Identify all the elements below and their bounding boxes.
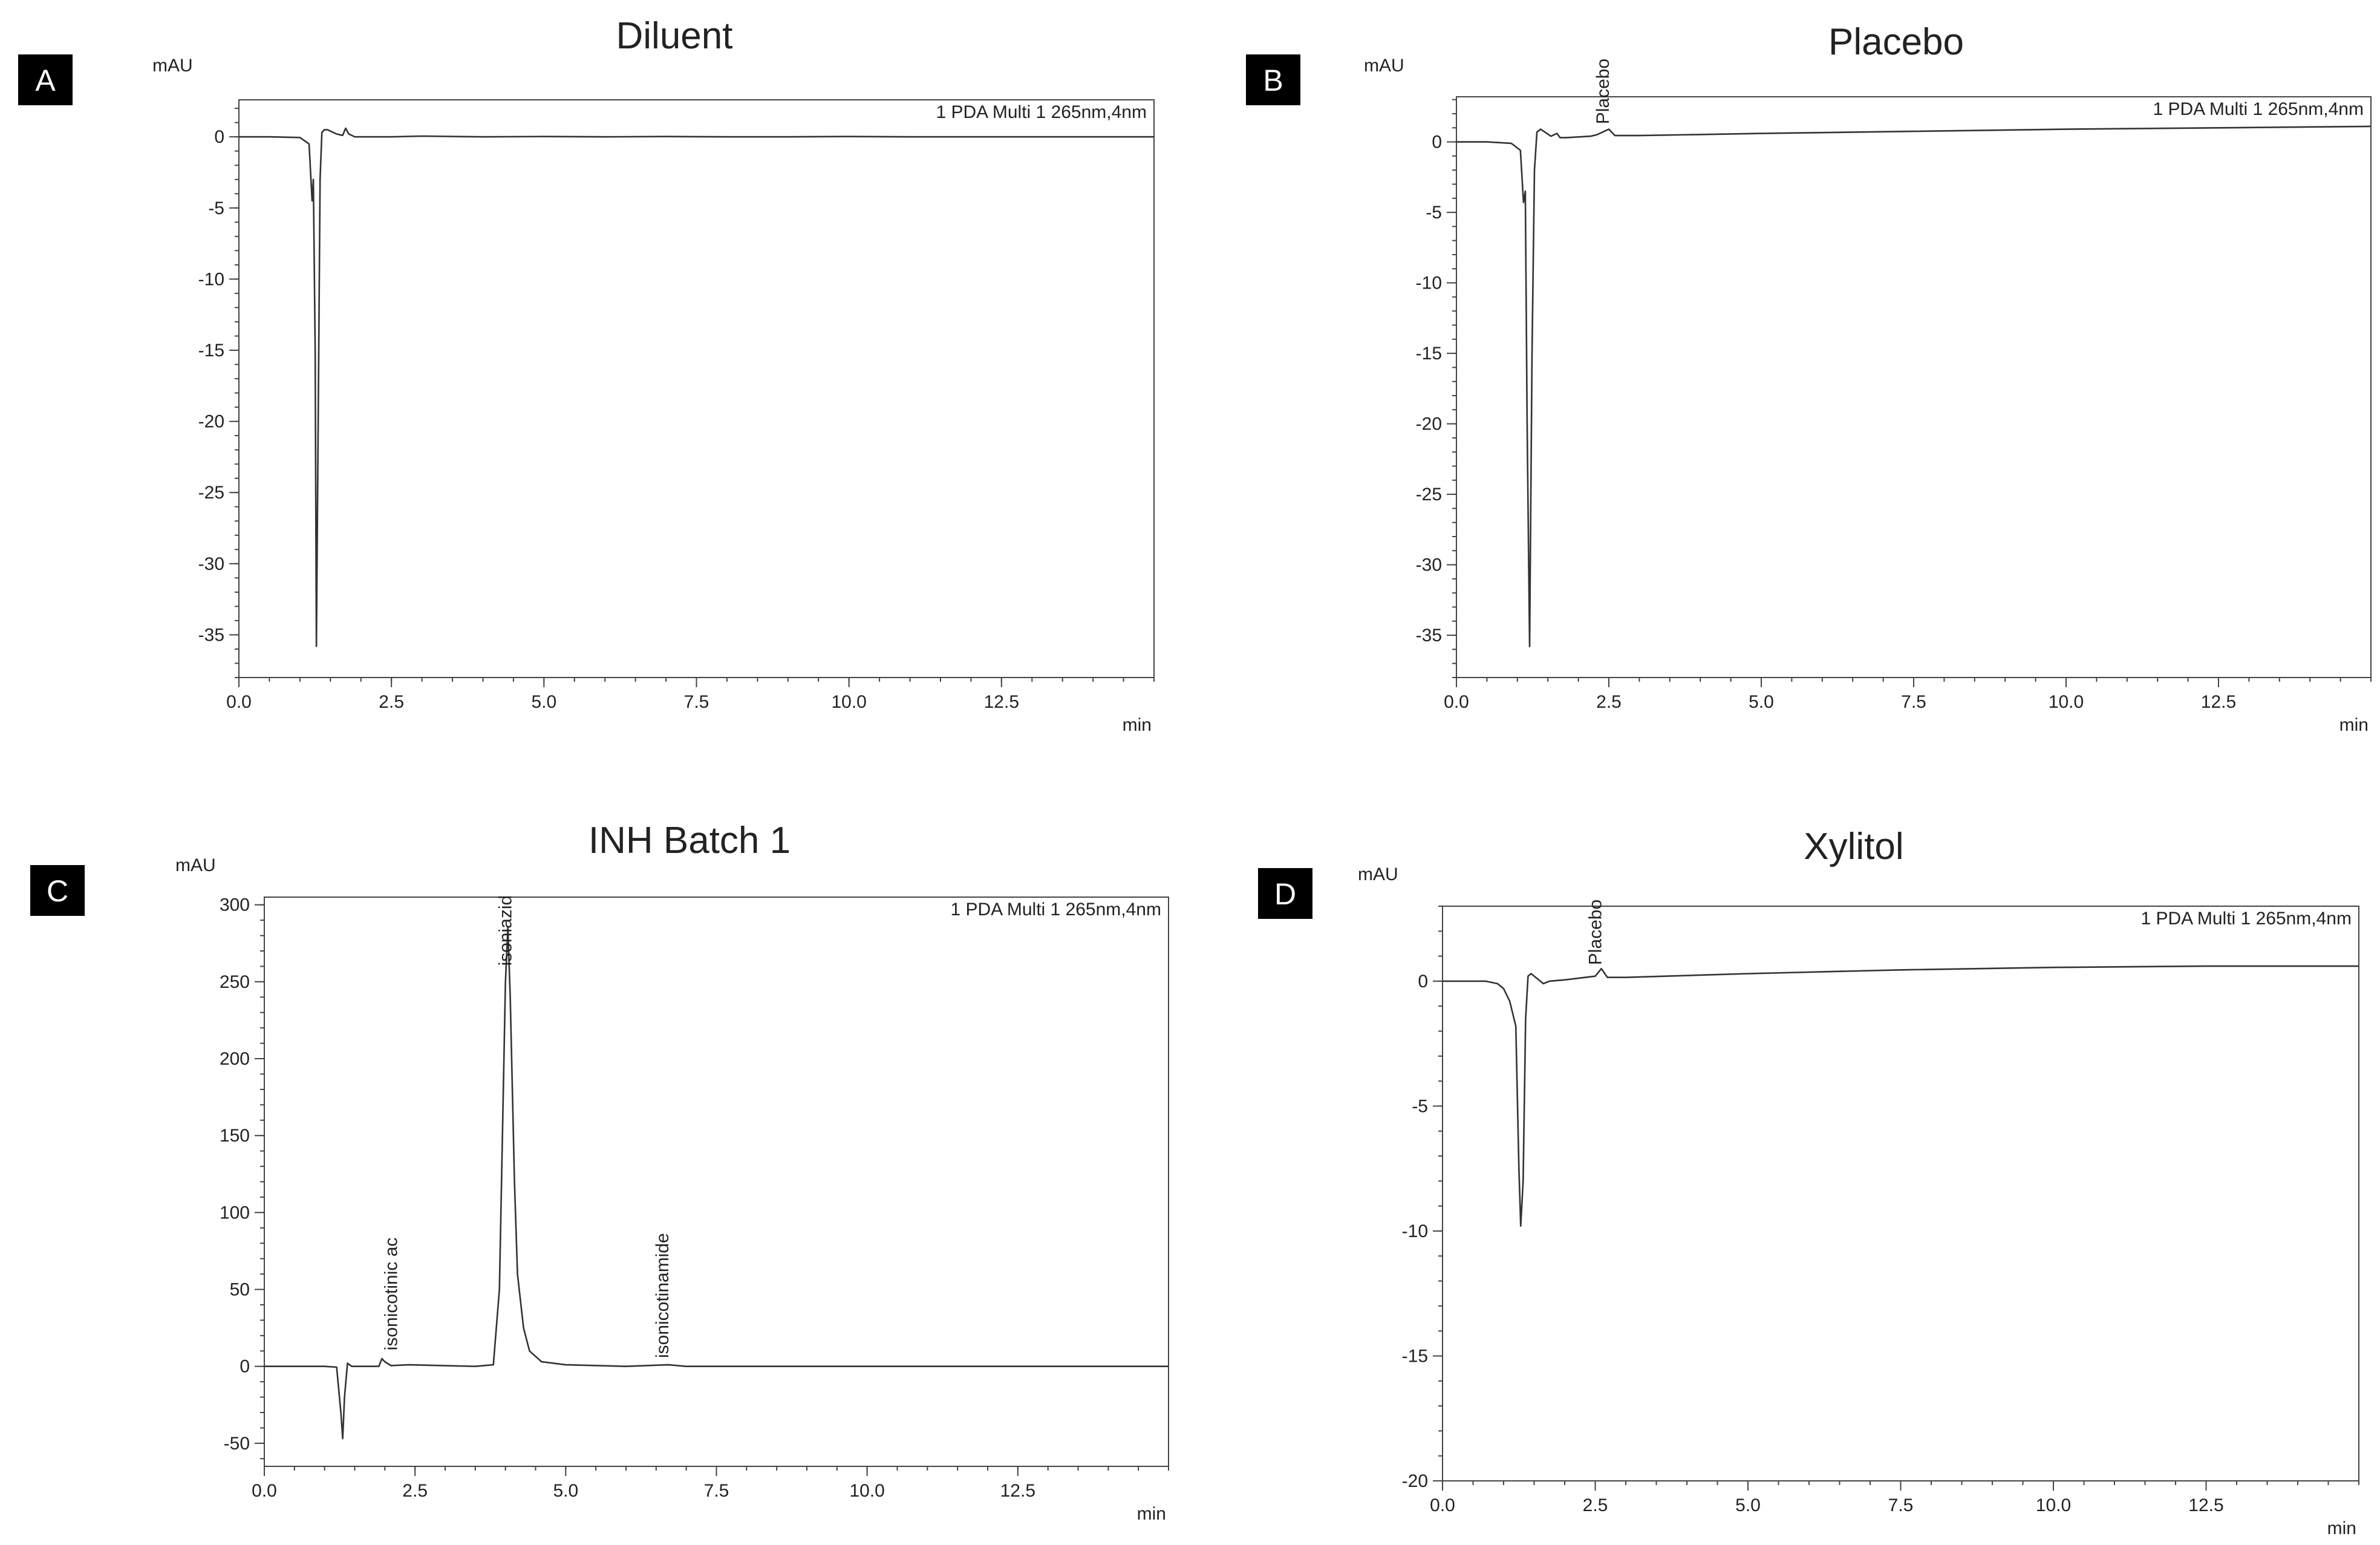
panel-letter: A [35,64,56,97]
panel-letter-box [30,865,85,916]
panel-a: A Diluent mAU 0 -5 -10 -15 -20 -25 -30 -35 0.0 2.5 5.… [18,15,1155,735]
x-tick-label: 10.0 [2036,1495,2071,1515]
x-tick-label: 5.0 [531,692,556,712]
plot-frame [238,99,1155,678]
panel-letter: D [1274,877,1296,911]
y-tick-label: -35 [198,625,224,645]
x-tick-label: 12.5 [1000,1481,1035,1501]
x-tick-label: 0.0 [226,692,252,712]
x-tick-label: 5.0 [553,1481,578,1501]
x-tick-label: 7.5 [704,1481,729,1501]
panel-letter-box [1258,868,1312,919]
y-axis-label: mAU [152,56,193,76]
x-tick-label: 0.0 [1444,692,1469,712]
y-tick-label: -35 [1416,626,1442,645]
y-tick-label: -50 [224,1434,250,1454]
y-tick-label: -10 [1416,273,1442,293]
y-tick-label: -5 [208,198,224,218]
chart-title: Xylitol [1804,826,1903,867]
detector-label: 1 PDA Multi 1 265nm,4nm [2153,99,2364,119]
detector-label: 1 PDA Multi 1 265nm,4nm [950,900,1161,919]
y-axis-label: mAU [175,855,216,875]
chromatogram-trace [264,927,1169,1440]
y-axis-label: mAU [1364,56,1404,76]
y-tick-label: 100 [220,1203,250,1223]
x-tick-label: 2.5 [1583,1495,1608,1515]
panel-b: B Placebo mAU 0 -5 -10 -15 -20 -25 -30 -35 0.0 2.5 5.… [1246,21,2372,735]
y-tick-label: -10 [198,269,224,289]
y-tick-label: 300 [220,895,250,915]
x-tick-label: 2.5 [1596,692,1622,712]
y-tick-label: 150 [220,1126,250,1146]
plot-frame [264,897,1169,1467]
detector-label: 1 PDA Multi 1 265nm,4nm [2140,909,2352,929]
y-tick-label: -20 [1416,414,1442,434]
chart-title: Placebo [1828,21,1964,63]
x-tick-label: 2.5 [402,1481,428,1501]
x-tick-label: 12.5 [2188,1495,2223,1515]
y-tick-label: 0 [1418,972,1428,991]
y-tick-label: 0 [1432,132,1442,152]
panel-d: D Xylitol mAU 0 -5 -10 -15 -200.0 2.5 5.0 7.5 10.0 1… [1258,826,2359,1538]
x-tick-label: 7.5 [684,692,709,712]
chromatogram-trace [239,127,1154,647]
x-tick-label: 10.0 [2049,692,2084,712]
x-tick-label: 5.0 [1735,1495,1761,1515]
x-tick-label: 5.0 [1749,692,1774,712]
chromatogram-trace [1443,965,2359,1227]
chart-title: Diluent [616,15,733,57]
plot-frame [1456,96,2372,678]
y-tick-label: -15 [1416,344,1442,364]
y-tick-label: -10 [1402,1221,1428,1241]
y-tick-label: -30 [1416,555,1442,575]
y-tick-label: -25 [198,483,224,503]
x-tick-label: 0.0 [252,1481,277,1501]
y-axis-label: mAU [1358,864,1398,884]
y-tick-label: -5 [1426,203,1442,223]
y-tick-label: 0 [240,1357,250,1377]
peak-label: Placebo [1593,59,1613,124]
x-tick-label: 0.0 [1430,1495,1455,1515]
x-tick-label: 7.5 [1888,1495,1914,1515]
y-tick-label: -20 [1402,1471,1428,1491]
x-axis-label: min [1137,1504,1166,1524]
x-tick-label: 10.0 [849,1481,884,1501]
peak-label: isoniazid [496,895,516,966]
x-axis-label: min [2339,715,2369,735]
y-tick-label: -30 [198,554,224,574]
panel-letter: B [1263,64,1283,97]
chart-title: INH Batch 1 [588,820,791,861]
x-axis-label: min [2327,1518,2356,1538]
y-tick-label: 250 [220,972,250,992]
plot-frame [1442,906,2359,1481]
y-tick-label: -5 [1412,1096,1428,1116]
peak-label: isonicotinic ac [381,1238,401,1351]
y-tick-label: -15 [1402,1346,1428,1366]
y-tick-label: 200 [220,1049,250,1069]
y-tick-label: -25 [1416,485,1442,505]
x-tick-label: 12.5 [2201,692,2236,712]
y-tick-label: -20 [198,412,224,432]
panel-letter-box [1246,54,1300,105]
peak-label: isonicotinamide [653,1233,673,1358]
detector-label: 1 PDA Multi 1 265nm,4nm [936,102,1147,122]
x-tick-label: 10.0 [831,692,866,712]
chromatogram-trace [1456,125,2372,647]
panel-letter-box [18,54,73,105]
y-tick-label: 50 [230,1280,250,1300]
x-tick-label: 12.5 [984,692,1019,712]
panel-letter: C [47,874,68,908]
x-tick-label: 2.5 [379,692,404,712]
x-axis-label: min [1123,715,1152,735]
x-tick-label: 7.5 [1901,692,1926,712]
y-tick-label: -15 [198,341,224,361]
y-tick-label: 0 [214,127,224,147]
peak-label: Placebo [1586,900,1606,965]
